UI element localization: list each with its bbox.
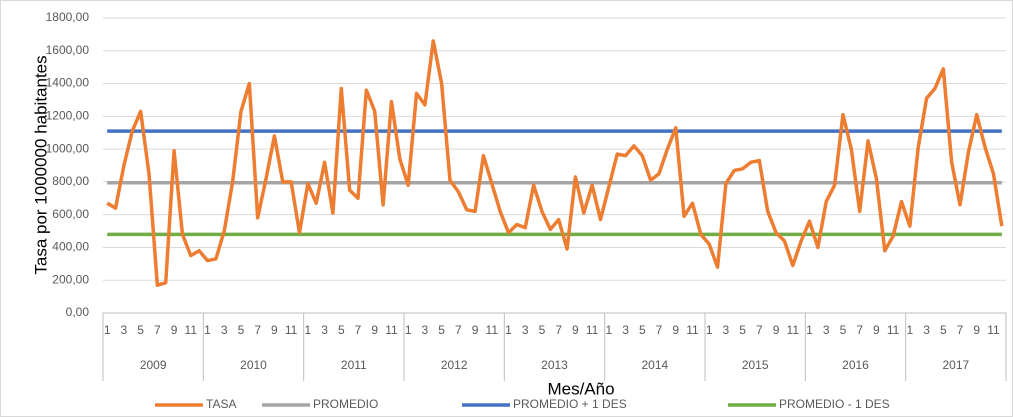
x-tick-label: 1 — [907, 323, 914, 337]
x-tick-label: 1 — [204, 323, 211, 337]
x-tick-label: 3 — [221, 323, 228, 337]
y-tick-label: 200,00 — [52, 272, 89, 286]
year-label: 2017 — [942, 358, 969, 372]
legend-label: PROMEDIO - 1 DES — [779, 397, 890, 411]
x-tick-label: 9 — [171, 323, 178, 337]
x-tick-label: 9 — [973, 323, 980, 337]
year-label: 2013 — [541, 358, 568, 372]
x-tick-label: 5 — [539, 323, 546, 337]
x-tick-label: 9 — [371, 323, 378, 337]
x-tick-label: 7 — [555, 323, 562, 337]
year-label: 2009 — [140, 358, 167, 372]
x-tick-label: 3 — [522, 323, 529, 337]
x-tick-label: 7 — [455, 323, 462, 337]
x-tick-label: 7 — [355, 323, 362, 337]
x-tick-label: 5 — [137, 323, 144, 337]
series-line — [106, 39, 1004, 287]
year-label: 2011 — [341, 358, 367, 372]
x-tick-label: 7 — [957, 323, 964, 337]
x-tick-label: 5 — [639, 323, 646, 337]
y-tick-label: 1400,00 — [46, 76, 90, 90]
x-tick-label: 3 — [622, 323, 629, 337]
x-tick-label: 11 — [185, 323, 198, 337]
x-tick-label: 7 — [154, 323, 161, 337]
y-tick-label: 1600,00 — [46, 43, 90, 57]
y-tick-label: 400,00 — [52, 240, 89, 254]
x-axis-title: Mes/Año — [547, 379, 614, 398]
x-tick-label: 3 — [923, 323, 930, 337]
x-tick-label: 5 — [840, 323, 847, 337]
x-tick-label: 9 — [672, 323, 679, 337]
x-tick-label: 7 — [856, 323, 863, 337]
x-tick-label: 1 — [405, 323, 412, 337]
y-tick-label: 600,00 — [52, 207, 89, 221]
x-tick-label: 5 — [238, 323, 245, 337]
x-tick-label: 1 — [305, 323, 312, 337]
x-tick-label: 1 — [706, 323, 713, 337]
legend-label: TASA — [206, 397, 236, 411]
year-label: 2014 — [641, 358, 668, 372]
x-tick-label: 7 — [254, 323, 261, 337]
x-tick-label: 3 — [823, 323, 830, 337]
legend-label: PROMEDIO — [313, 397, 378, 411]
x-tick-label: 9 — [572, 323, 579, 337]
y-tick-label: 1200,00 — [46, 109, 90, 123]
x-tick-label: 11 — [787, 323, 800, 337]
legend-label: PROMEDIO + 1 DES — [513, 397, 627, 411]
x-tick-label: 5 — [438, 323, 445, 337]
y-tick-label: 1800,00 — [46, 10, 90, 24]
x-tick-label: 1 — [806, 323, 813, 337]
x-tick-label: 1 — [104, 323, 111, 337]
x-tick-label: 5 — [338, 323, 345, 337]
x-tick-label: 11 — [385, 323, 398, 337]
year-label: 2010 — [240, 358, 267, 372]
x-tick-label: 9 — [472, 323, 479, 337]
x-tick-label: 9 — [773, 323, 780, 337]
x-tick-label: 7 — [656, 323, 663, 337]
x-tick-label: 11 — [586, 323, 599, 337]
x-tick-label: 11 — [285, 323, 298, 337]
x-tick-label: 3 — [723, 323, 730, 337]
y-tick-label: 0,00 — [66, 305, 90, 319]
x-tick-label: 3 — [321, 323, 328, 337]
x-tick-label: 5 — [940, 323, 947, 337]
x-tick-label: 1 — [505, 323, 512, 337]
x-tick-label: 5 — [739, 323, 746, 337]
y-axis-title: Tasa por 1000000 habitantes — [31, 55, 50, 274]
year-label: 2012 — [441, 358, 468, 372]
y-tick-label: 800,00 — [52, 174, 89, 188]
x-tick-label: 11 — [987, 323, 1000, 337]
year-label: 2015 — [742, 358, 769, 372]
x-tick-label: 3 — [121, 323, 128, 337]
year-label: 2016 — [842, 358, 869, 372]
x-tick-label: 11 — [486, 323, 499, 337]
x-tick-label: 11 — [887, 323, 900, 337]
y-tick-label: 1000,00 — [46, 141, 90, 155]
x-tick-label: 9 — [271, 323, 278, 337]
x-tick-label: 1 — [606, 323, 613, 337]
x-tick-label: 11 — [686, 323, 699, 337]
x-tick-label: 9 — [873, 323, 880, 337]
x-tick-label: 3 — [422, 323, 429, 337]
x-tick-label: 7 — [756, 323, 763, 337]
